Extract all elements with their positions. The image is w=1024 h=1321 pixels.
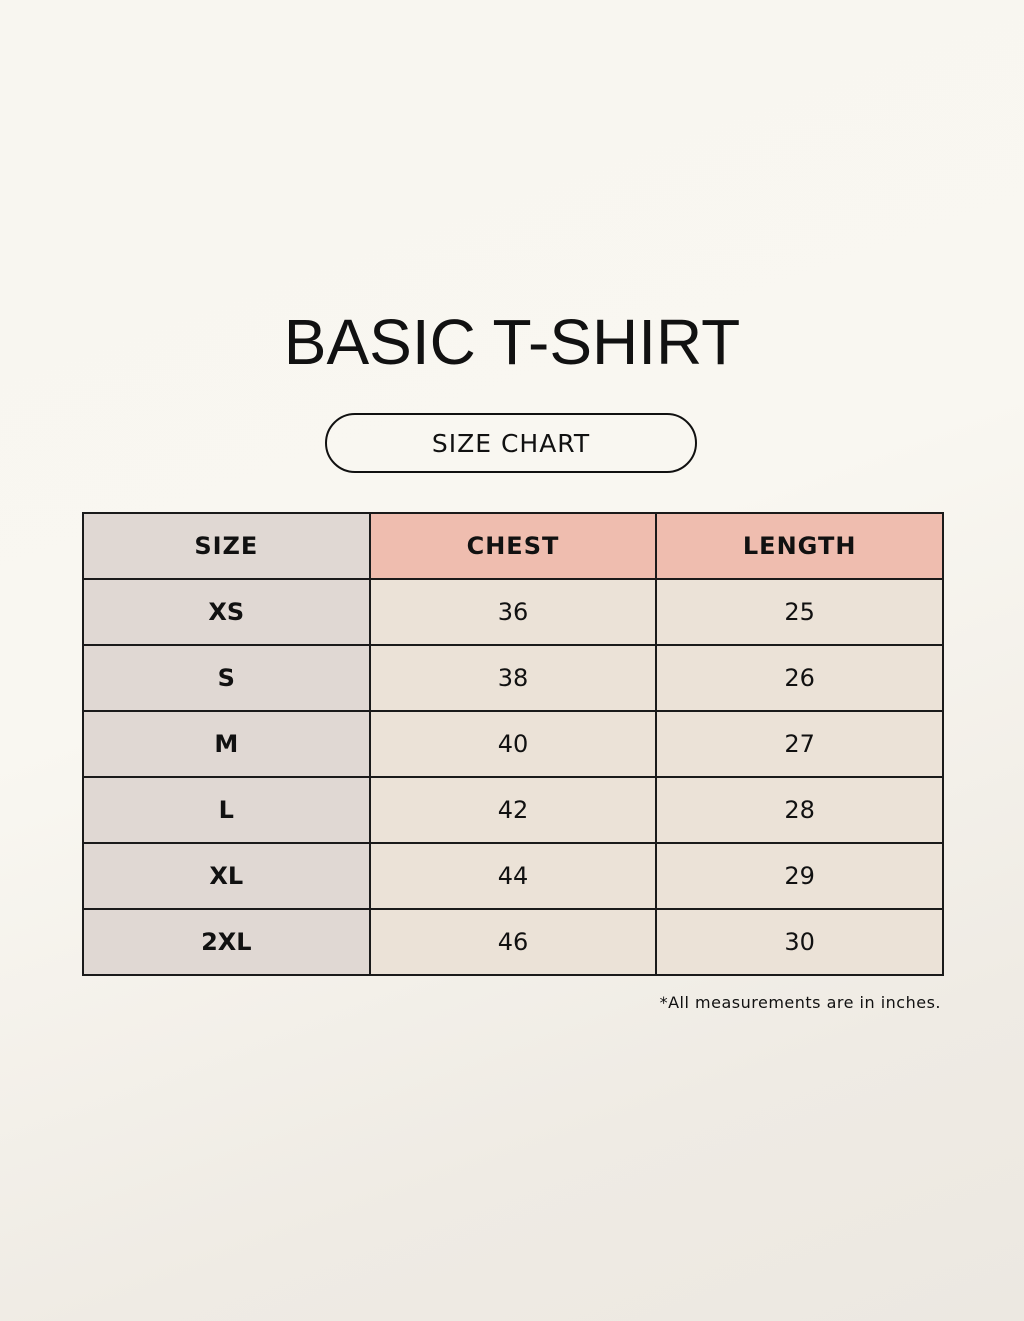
- cell-size: L: [82, 776, 371, 844]
- cell-size: XS: [82, 578, 371, 646]
- header-size: SIZE: [82, 512, 371, 580]
- cell-length: 28: [655, 776, 944, 844]
- cell-length: 26: [655, 644, 944, 712]
- header-length: LENGTH: [655, 512, 944, 580]
- cell-size: S: [82, 644, 371, 712]
- cell-chest: 36: [368, 578, 658, 646]
- cell-chest: 42: [368, 776, 658, 844]
- header-chest: CHEST: [368, 512, 658, 580]
- table-row: XL 44 29: [82, 842, 944, 910]
- cell-length: 27: [655, 710, 944, 778]
- cell-chest: 44: [368, 842, 658, 910]
- measurement-note: *All measurements are in inches.: [659, 993, 941, 1012]
- cell-size: XL: [82, 842, 371, 910]
- cell-chest: 40: [368, 710, 658, 778]
- page-title: BASIC T-SHIRT: [283, 306, 741, 378]
- cell-chest: 46: [368, 908, 658, 976]
- table-row: M 40 27: [82, 710, 944, 778]
- table-header-row: SIZE CHEST LENGTH: [82, 512, 944, 580]
- table-row: XS 36 25: [82, 578, 944, 646]
- cell-length: 29: [655, 842, 944, 910]
- cell-length: 25: [655, 578, 944, 646]
- size-table: SIZE CHEST LENGTH XS 36 25 S 38 26 M 40 27 L 42 28 X…: [82, 512, 944, 976]
- table-row: L 42 28: [82, 776, 944, 844]
- cell-size: M: [82, 710, 371, 778]
- size-chart-badge: SIZE CHART: [325, 413, 697, 473]
- cell-size: 2XL: [82, 908, 371, 976]
- cell-chest: 38: [368, 644, 658, 712]
- table-row: 2XL 46 30: [82, 908, 944, 976]
- table-row: S 38 26: [82, 644, 944, 712]
- cell-length: 30: [655, 908, 944, 976]
